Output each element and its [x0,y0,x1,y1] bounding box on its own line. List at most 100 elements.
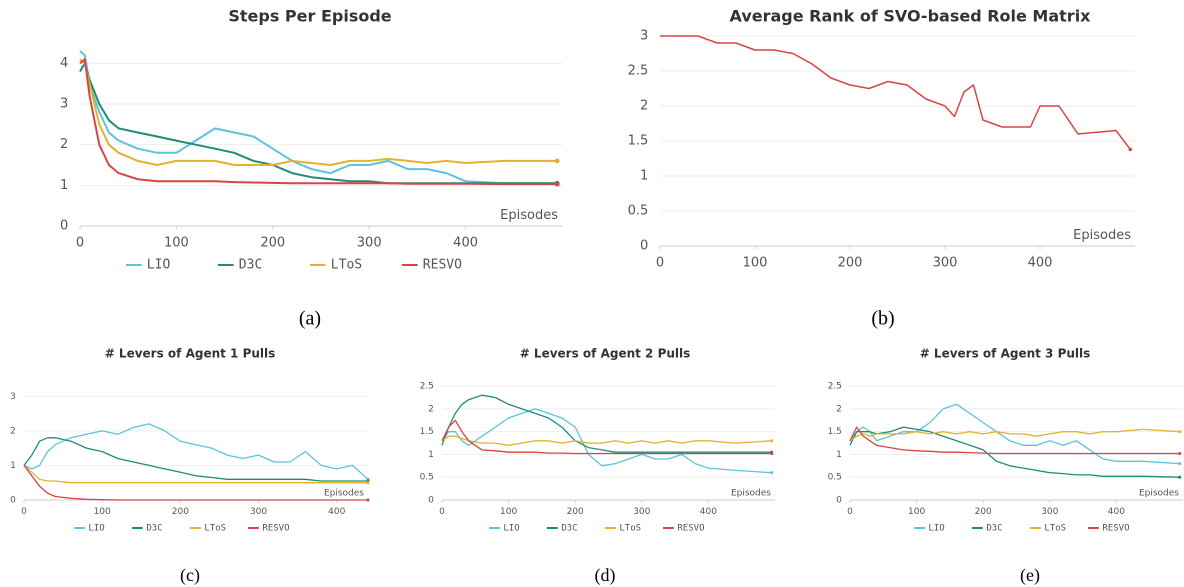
x-tick-label: 0 [439,507,445,517]
y-tick-label: 4 [60,56,68,71]
x-tick-label: 300 [1041,507,1058,517]
y-tick-label: 0 [10,496,16,506]
y-tick-label: 0.5 [420,473,434,483]
x-axis-label: Episodes [500,208,558,223]
legend-label: D3C [239,258,262,273]
end-point [1178,475,1182,479]
end-point [366,498,370,502]
y-tick-label: 2.5 [828,382,842,392]
caption: (d) [595,565,616,586]
x-tick-label: 400 [328,507,345,517]
x-tick-label: 400 [1108,507,1125,517]
y-tick-label: 2 [640,99,648,114]
chart-title: Steps Per Episode [228,7,391,26]
x-tick-label: 100 [94,507,111,517]
legend-label: D3C [561,524,577,534]
legend-label: RESVO [262,524,289,534]
series-line [849,426,1180,455]
legend-label: RESVO [423,258,462,273]
y-tick-label: 1 [428,450,434,460]
x-tick-label: 300 [357,235,382,250]
x-tick-label: 200 [975,507,992,517]
chart-title: Average Rank of SVO-based Role Matrix [730,7,1092,26]
end-point [1178,451,1182,456]
x-tick-label: 0 [847,507,853,517]
x-tick-label: 300 [250,507,267,517]
x-axis-label: Episodes [731,488,771,498]
x-tick-label: 0 [76,235,84,250]
series-line [23,464,368,484]
end-point [366,481,370,485]
x-axis-label: Episodes [324,488,364,498]
y-tick-label: 3 [640,29,648,44]
y-tick-label: 1 [836,450,842,460]
series-line [23,423,369,480]
y-tick-label: 0.5 [828,473,842,483]
legend-label: D3C [986,524,1002,534]
x-tick-label: 200 [838,255,863,270]
series-line [79,58,558,166]
caption: (c) [180,565,200,586]
x-tick-label: 100 [743,255,768,270]
y-tick-label: 2 [60,137,68,152]
series-line [23,465,368,501]
legend-label: RESVO [1102,524,1129,534]
legend-label: LIO [147,258,171,273]
x-axis-label: Episodes [1139,488,1179,498]
caption: (b) [871,308,894,330]
x-tick-label: 0 [21,507,27,517]
y-tick-label: 1 [60,178,68,193]
y-tick-label: 0.5 [628,204,649,219]
y-tick-label: 2 [836,404,842,414]
legend-label: LToS [204,524,226,534]
y-tick-label: 1.5 [828,427,842,437]
x-axis-label: Episodes [1073,228,1131,243]
caption: (a) [299,308,321,330]
legend-label: LToS [619,524,641,534]
x-tick-label: 100 [164,235,189,250]
y-tick-label: 3 [10,392,16,402]
caption: (e) [1020,565,1040,586]
y-tick-label: 2.5 [420,382,434,392]
y-tick-label: 2 [10,426,16,436]
series-line [79,50,558,185]
y-tick-label: 1.5 [420,427,434,437]
chart-title: # Levers of Agent 2 Pulls [520,347,691,361]
x-tick-label: 100 [500,507,517,517]
x-tick-label: 200 [567,507,584,517]
legend-label: LToS [1044,524,1066,534]
chart-title: # Levers of Agent 1 Pulls [105,347,276,361]
x-tick-label: 400 [700,507,717,517]
series-line [79,58,558,186]
end-point [1178,430,1182,434]
x-tick-label: 0 [656,255,664,270]
legend-label: LIO [503,524,519,534]
y-tick-label: 0 [428,496,434,506]
series-line [79,62,558,185]
end-point [770,451,774,456]
series-line [441,419,772,455]
y-tick-label: 3 [60,97,68,112]
legend-label: RESVO [677,524,704,534]
end-point [554,181,560,187]
end-point [770,439,774,443]
y-tick-label: 0 [836,496,842,506]
y-tick-label: 0 [640,239,648,254]
legend-label: LToS [331,258,362,273]
y-tick-label: 0 [60,219,68,234]
end-point [1128,147,1133,152]
series-line [441,435,772,446]
x-tick-label: 300 [633,507,650,517]
y-tick-label: 1 [640,169,648,184]
x-tick-label: 200 [172,507,189,517]
x-tick-label: 200 [260,235,285,250]
y-tick-label: 2.5 [628,64,649,79]
x-tick-label: 400 [453,235,478,250]
end-point [770,471,774,475]
legend-label: D3C [146,524,162,534]
legend-label: LIO [928,524,944,534]
series-line [849,426,1180,478]
series-line [660,35,1131,150]
y-tick-label: 1.5 [628,134,649,149]
